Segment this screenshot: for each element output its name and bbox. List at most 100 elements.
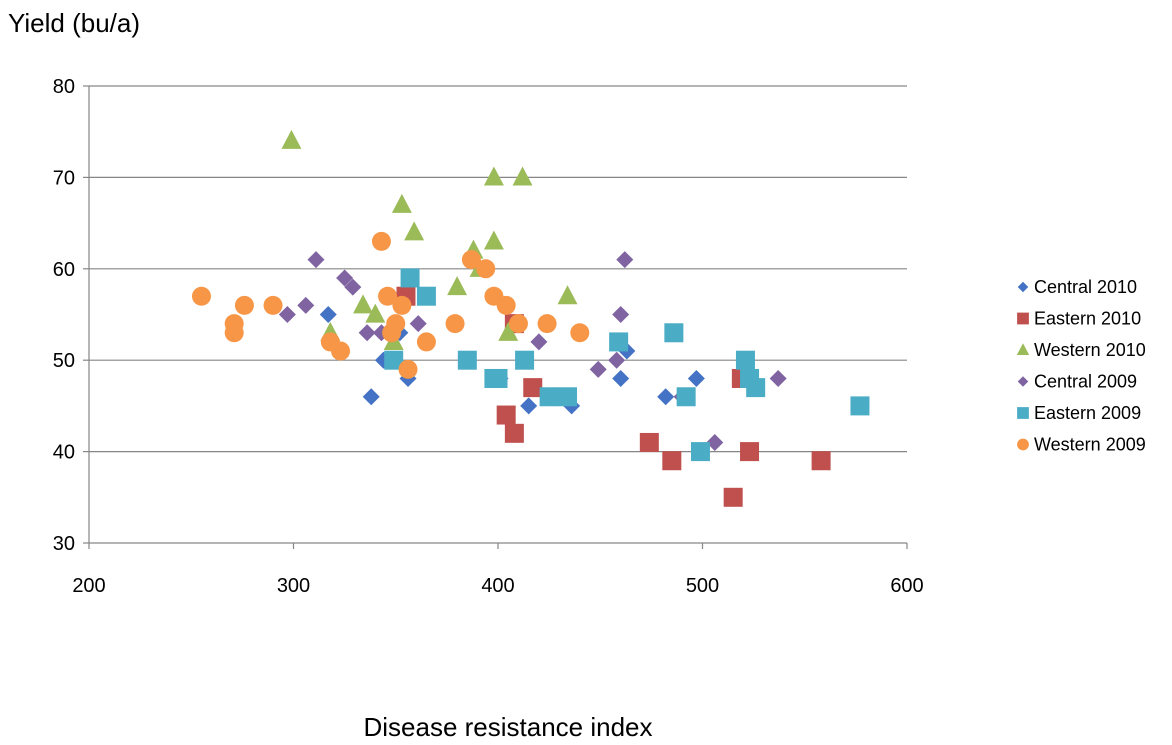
legend-label: Central 2009 [1034,372,1137,392]
data-point [512,166,533,186]
data-point [496,295,516,315]
data-point [409,315,427,333]
data-point [461,250,481,270]
data-point [400,268,420,288]
data-point [723,487,743,507]
legend-item: Central 2010 [1017,277,1137,297]
data-point [224,323,244,343]
data-point [496,405,516,425]
legend-item: Eastern 2010 [1017,309,1141,329]
y-tick-labels: 30 40 50 60 70 80 [53,76,75,555]
y-tick-label: 80 [53,76,75,98]
legend-marker [1017,312,1029,325]
data-point [557,285,578,305]
data-point [515,350,535,370]
x-tick-label: 500 [686,575,719,597]
legend-item: Central 2009 [1017,372,1137,392]
data-point [365,303,386,323]
legend-item: Western 2009 [1017,435,1146,455]
data-point [307,251,325,269]
data-point [483,166,504,186]
x-tick-label: 300 [277,575,310,597]
x-tick-label: 200 [72,575,105,597]
legend-label: Western 2010 [1034,340,1146,360]
data-point [662,451,682,471]
data-point [386,314,406,334]
data-point [769,369,787,387]
y-tick-label: 50 [53,350,75,372]
data-point [558,387,578,407]
data-point [263,295,283,315]
legend-label: Central 2010 [1034,277,1137,297]
data-point [278,306,296,323]
legend-marker [1017,407,1029,419]
data-point [191,286,211,306]
data-point [362,388,380,406]
x-tick-labels: 200 300 400 500 600 [72,575,923,597]
x-axis-title: Disease resistance index [363,712,652,742]
legend: Central 2010 Eastern 2010 Western 2010 Cent… [1016,277,1146,455]
data-point [687,369,705,387]
y-tick-label: 60 [53,259,75,281]
x-tick-label: 600 [890,575,923,597]
data-point [378,286,398,306]
data-point [616,251,634,269]
legend-item: Eastern 2009 [1017,403,1141,423]
y-tick-label: 70 [53,167,75,189]
data-point [319,306,337,323]
data-point [850,396,870,416]
legend-marker [1017,281,1029,293]
data-points [191,129,870,507]
data-point [331,341,351,361]
data-point [706,433,724,451]
data-point [398,359,418,379]
data-point [416,286,436,306]
data-point [371,231,391,251]
data-point [344,278,362,296]
y-axis-title: Yield (bu/a) [8,8,140,38]
data-point [404,221,425,241]
data-point [612,369,630,387]
data-point [281,129,302,149]
data-point [476,259,496,279]
data-point [811,451,831,471]
legend-marker [1017,438,1029,451]
data-point [498,321,519,341]
data-point [483,230,504,250]
data-point [504,423,524,443]
gridlines [89,85,907,453]
data-point [537,314,557,334]
data-point [358,324,376,342]
legend-label: Western 2009 [1034,435,1146,455]
data-point [609,332,629,352]
data-point [336,269,354,287]
data-point [384,350,404,370]
data-point [523,378,543,398]
series-western-2009 [191,231,590,379]
x-tick-label: 400 [481,575,514,597]
data-point [657,388,675,406]
data-point [416,332,436,352]
y-tick-label: 30 [53,533,75,555]
data-point [445,314,465,334]
y-tick-label: 40 [53,442,75,464]
data-point [639,432,659,452]
legend-label: Eastern 2009 [1034,403,1141,423]
legend-marker [1016,343,1030,356]
legend-item: Western 2010 [1016,340,1146,360]
data-point [664,323,684,343]
data-point [530,333,548,351]
data-point [392,295,412,315]
data-point [488,368,508,388]
data-point [676,387,696,407]
data-point [608,351,626,369]
data-point [740,442,760,462]
data-point [746,378,766,398]
legend-label: Eastern 2010 [1034,309,1141,329]
data-point [508,314,528,334]
data-point [391,193,412,213]
data-point [735,350,755,370]
data-point [690,442,710,462]
data-point [297,296,315,314]
